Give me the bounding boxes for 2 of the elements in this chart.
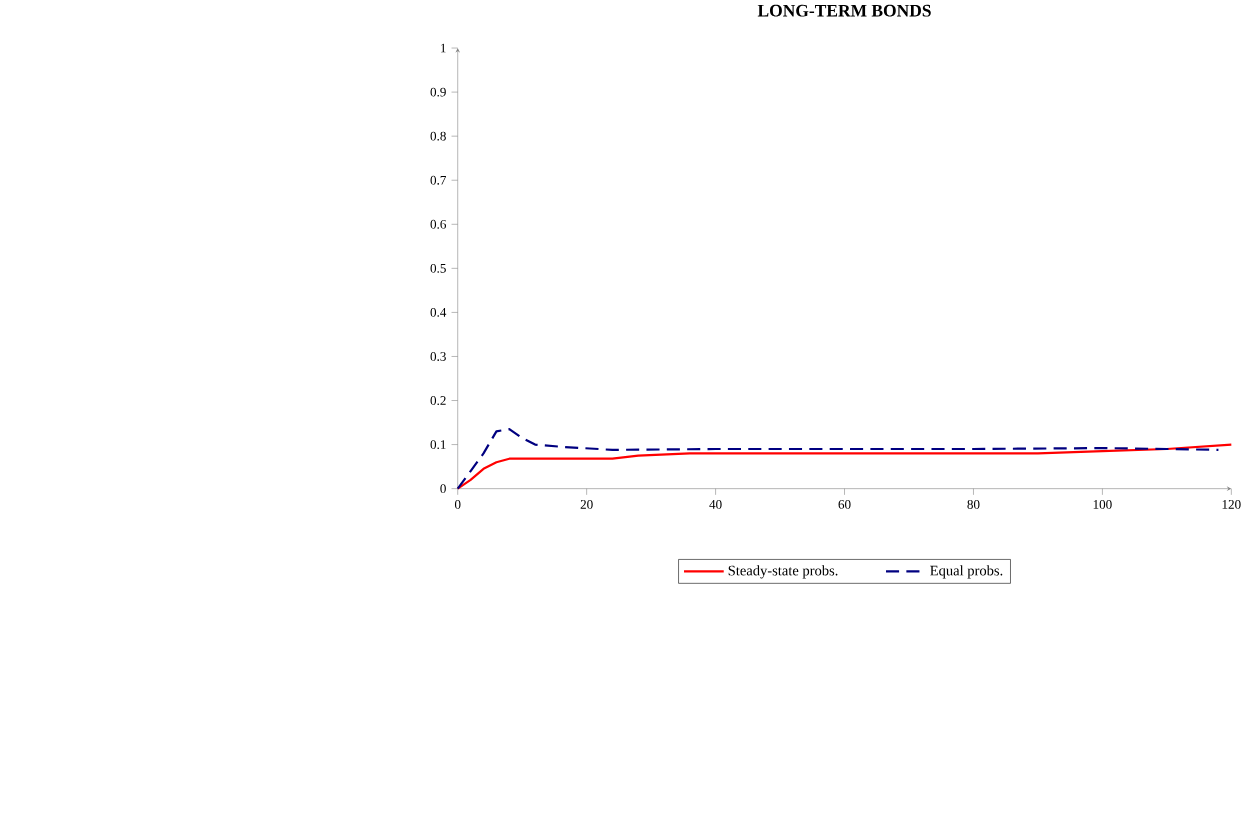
line-series xyxy=(456,428,1220,490)
chart-title: LONG-TERM BONDS xyxy=(757,5,931,17)
